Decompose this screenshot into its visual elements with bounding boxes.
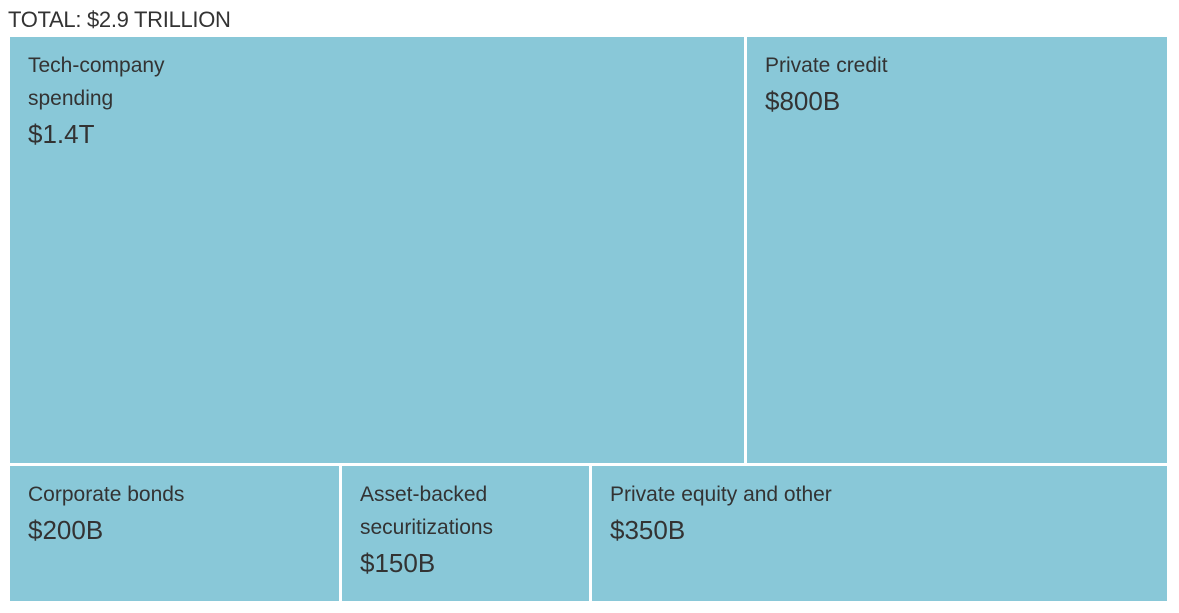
tile-label: Private equity and other $350B bbox=[610, 478, 832, 549]
tile-label: Private credit $800B bbox=[765, 49, 888, 120]
tile-value: $350B bbox=[610, 515, 686, 545]
treemap: Tech-company spending $1.4T Private credit… bbox=[10, 37, 1167, 601]
tile-private-credit: Private credit $800B bbox=[747, 37, 1167, 463]
tile-private-equity-and-other: Private equity and other $350B bbox=[592, 466, 1167, 601]
tile-name: Corporate bonds bbox=[28, 483, 185, 506]
tile-corporate-bonds: Corporate bonds $200B bbox=[10, 466, 339, 601]
tile-name: Asset-backed securitizations bbox=[360, 483, 494, 539]
tile-tech-company-spending: Tech-company spending $1.4T bbox=[10, 37, 744, 463]
tile-label: Corporate bonds $200B bbox=[28, 478, 184, 549]
tile-name: Tech-company spending bbox=[28, 54, 165, 110]
tile-label: Asset-backed securitizations $150B bbox=[360, 478, 493, 582]
tile-label: Tech-company spending $1.4T bbox=[28, 49, 165, 153]
tile-value: $150B bbox=[360, 548, 436, 578]
tile-value: $800B bbox=[765, 86, 841, 116]
tile-value: $200B bbox=[28, 515, 104, 545]
tile-value: $1.4T bbox=[28, 119, 95, 149]
tile-asset-backed-securitizations: Asset-backed securitizations $150B bbox=[342, 466, 589, 601]
chart-title: TOTAL: $2.9 TRILLION bbox=[8, 7, 231, 32]
tile-name: Private credit bbox=[765, 54, 888, 77]
tile-name: Private equity and other bbox=[610, 483, 832, 506]
